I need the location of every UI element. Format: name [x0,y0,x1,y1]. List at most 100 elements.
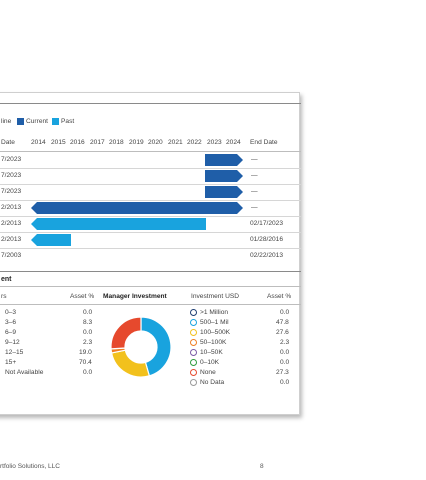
start-date: 2/2013 [1,204,22,211]
tenure-asset: 0.0 [83,309,93,316]
tenure-asset: 0.0 [83,329,93,336]
row-divider [0,248,301,249]
footer-source: rtfolio Solutions, LLC [0,463,60,470]
legend-current-label: Current [26,118,48,125]
year-label: 2014 [31,139,46,146]
tenure-asset: 19.0 [79,349,92,356]
table-header-divider [0,304,301,305]
start-date: 7/2023 [1,188,22,195]
circle-icon [190,339,197,346]
manager-info-card: line Current Past Date 2014 2015 2016 20… [0,92,301,415]
investment-usd-header: Investment USD [191,293,240,300]
usd-label: None [200,369,216,376]
tenure-label: 3–6 [5,319,17,326]
usd-asset: 0.0 [280,359,290,366]
year-label: 2020 [148,139,163,146]
tenure-asset-header: Asset % [70,293,95,300]
circle-icon [190,309,197,316]
end-date: — [251,172,258,179]
start-date: 7/2023 [1,172,22,179]
tenure-bar-current [205,170,243,182]
tenure-label: 12–15 [5,349,24,356]
tenure-bar-current [31,202,243,214]
usd-asset: 0.0 [280,349,290,356]
row-divider [0,232,301,233]
circle-icon [190,329,197,336]
end-date: — [251,156,258,163]
year-label: 2022 [187,139,202,146]
tenure-bar-past [31,218,206,230]
start-date: 2/2013 [1,236,22,243]
header-divider [0,151,301,152]
section-title: ent [1,276,12,283]
footer-page-number: 8 [260,463,264,470]
start-date: 7/2003 [1,252,22,259]
end-date: 01/28/2016 [250,236,284,243]
year-label: 2023 [207,139,222,146]
donut-slice [110,316,142,350]
circle-icon [190,369,197,376]
legend-past-label: Past [61,118,75,125]
year-label: 2015 [51,139,66,146]
end-date: — [251,188,258,195]
tenure-years-header: rs [1,293,7,300]
circle-icon [190,319,197,326]
top-divider [0,103,301,104]
usd-label: 100–500K [200,329,231,336]
usd-label: No Data [200,379,225,386]
manager-investment-donut [110,316,172,378]
year-label: 2019 [129,139,144,146]
tenure-asset: 70.4 [79,359,92,366]
tenure-asset: 0.0 [83,369,93,376]
year-label: 2021 [168,139,183,146]
year-label: 2017 [90,139,105,146]
manager-investment-title: Manager Investment [103,293,167,300]
tenure-asset: 8.3 [83,319,93,326]
usd-label: >1 Million [200,309,229,316]
usd-asset: 27.6 [276,329,289,336]
end-date: — [251,204,258,211]
usd-label: 50–100K [200,339,227,346]
usd-asset: 47.8 [276,319,289,326]
tenure-label: 9–12 [5,339,20,346]
usd-asset-header: Asset % [267,293,292,300]
section-title-divider [0,286,301,287]
row-divider [0,184,301,185]
usd-asset: 27.3 [276,369,289,376]
tenure-label: 6–9 [5,329,17,336]
usd-label: 10–50K [200,349,223,356]
tenure-label: 0–3 [5,309,17,316]
tenure-label: 15+ [5,359,17,366]
legend-current-swatch [17,118,24,125]
row-divider [0,200,301,201]
usd-asset: 0.0 [280,309,290,316]
year-label: 2016 [70,139,85,146]
start-date: 2/2013 [1,220,22,227]
end-date-header: End Date [250,139,278,146]
legend-past-swatch [52,118,59,125]
start-date: 7/2023 [1,156,22,163]
donut-slice [110,349,151,378]
section-divider [0,271,301,272]
tenure-asset: 2.3 [83,339,93,346]
donut-slice [140,316,172,377]
tenure-bar-current [205,154,243,166]
tenure-label: Not Available [5,369,44,376]
year-label: 2018 [109,139,124,146]
date-header: Date [1,139,15,146]
tenure-bar-current [205,186,243,198]
circle-icon [190,379,197,386]
legend-prefix: line [1,118,12,125]
usd-asset: 0.0 [280,379,290,386]
tenure-bar-past [31,234,71,246]
row-divider [0,168,301,169]
usd-label: 0–10K [200,359,220,366]
year-label: 2024 [226,139,241,146]
row-divider [0,216,301,217]
circle-icon [190,359,197,366]
usd-label: 500–1 Mil [200,319,229,326]
usd-asset: 2.3 [280,339,290,346]
end-date: 02/22/2013 [250,252,284,259]
circle-icon [190,349,197,356]
end-date: 02/17/2023 [250,220,284,227]
